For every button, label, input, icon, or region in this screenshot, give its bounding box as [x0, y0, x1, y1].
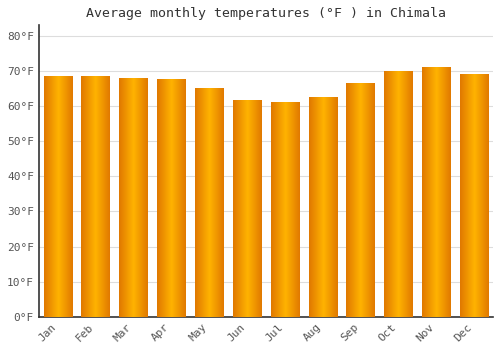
Bar	[346, 83, 375, 317]
Bar	[270, 103, 299, 317]
Bar	[119, 78, 148, 317]
Bar	[233, 101, 261, 317]
Bar	[384, 71, 412, 317]
Bar	[82, 76, 110, 317]
Bar	[460, 75, 488, 317]
Bar	[308, 97, 337, 317]
Title: Average monthly temperatures (°F ) in Chimala: Average monthly temperatures (°F ) in Ch…	[86, 7, 446, 20]
Bar	[44, 76, 72, 317]
Bar	[157, 80, 186, 317]
Bar	[195, 89, 224, 317]
Bar	[422, 68, 450, 317]
